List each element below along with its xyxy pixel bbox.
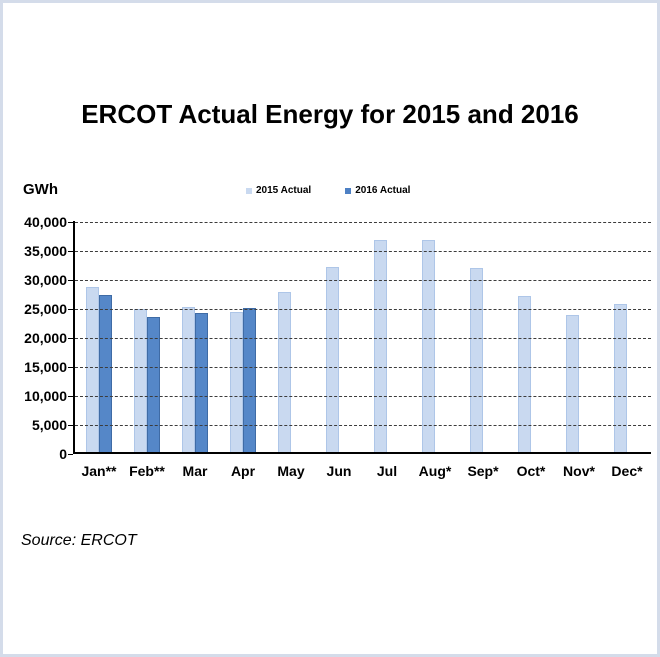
- y-axis-tick: [68, 396, 73, 397]
- bar-2015-may: [278, 292, 291, 452]
- month-group-jul: [363, 222, 411, 452]
- bar-2016-jan: [99, 295, 112, 452]
- y-axis-tick-label: 35,000: [24, 243, 67, 259]
- bar-2015-oct: [518, 296, 531, 452]
- y-axis-tick: [68, 309, 73, 310]
- y-axis-tick-label: 20,000: [24, 330, 67, 346]
- x-axis-label: Aug*: [418, 463, 452, 479]
- legend-item-2016: 2016 Actual: [345, 185, 410, 196]
- y-axis-tick-label: 40,000: [24, 214, 67, 230]
- gridline: [75, 280, 651, 281]
- bar-2015-mar: [182, 307, 195, 452]
- y-axis-tick-label: 15,000: [24, 359, 67, 375]
- chart-title: ERCOT Actual Energy for 2015 and 2016: [81, 99, 579, 129]
- y-axis-line: [73, 221, 75, 454]
- bar-2015-jan: [86, 287, 99, 452]
- month-group-may: [267, 222, 315, 452]
- y-axis-tick: [68, 280, 73, 281]
- x-axis-label: Oct*: [516, 463, 546, 479]
- legend-label-2015: 2015 Actual: [256, 185, 312, 196]
- y-axis-tick: [68, 338, 73, 339]
- bars-row: [75, 222, 651, 452]
- y-axis-unit-label: GWh: [23, 181, 58, 198]
- bar-2015-aug: [422, 240, 435, 452]
- x-axis-label: Sep*: [467, 463, 499, 479]
- y-axis-tick-label: 10,000: [24, 388, 67, 404]
- bar-2015-jun: [326, 267, 339, 452]
- legend-swatch-2016-icon: [345, 187, 352, 194]
- y-axis-tick: [68, 222, 73, 223]
- y-axis-tick: [68, 251, 73, 252]
- month-group-feb: [123, 222, 171, 452]
- gridline: [75, 309, 651, 310]
- x-axis-label: Mar: [182, 463, 208, 479]
- gridline: [75, 338, 651, 339]
- y-axis-tick-label: 5,000: [31, 417, 67, 433]
- x-axis-label: Jan**: [81, 463, 117, 479]
- y-axis-tick: [68, 367, 73, 368]
- month-group-jun: [315, 222, 363, 452]
- y-axis-tick: [68, 425, 73, 426]
- month-group-apr: [219, 222, 267, 452]
- gridline: [75, 222, 651, 223]
- x-axis-label: Apr: [230, 463, 256, 479]
- gridline: [75, 367, 651, 368]
- month-group-mar: [171, 222, 219, 452]
- legend-swatch-2015-icon: [246, 187, 252, 194]
- y-axis-tick-label: 0: [59, 446, 67, 462]
- month-group-sep: [459, 222, 507, 452]
- x-axis-line: [73, 452, 651, 454]
- x-axis-label: Feb**: [129, 463, 165, 479]
- bar-2015-dec: [614, 304, 627, 452]
- bar-2016-apr: [243, 308, 256, 452]
- x-axis-label: Dec*: [611, 463, 643, 479]
- month-group-jan: [75, 222, 123, 452]
- legend: 2015 Actual 2016 Actual: [246, 185, 410, 196]
- bar-2016-mar: [195, 313, 208, 452]
- bar-2015-feb: [134, 309, 147, 452]
- bar-2015-sep: [470, 268, 483, 452]
- legend-item-2015: 2015 Actual: [246, 185, 311, 196]
- month-group-oct: [507, 222, 555, 452]
- y-axis-tick-label: 25,000: [24, 301, 67, 317]
- y-axis-tick-label: 30,000: [24, 272, 67, 288]
- gridline: [75, 425, 651, 426]
- x-axis-label: Jun: [326, 463, 352, 479]
- x-axis-label: Nov*: [563, 463, 595, 479]
- source-note: Source: ERCOT: [21, 532, 137, 549]
- x-axis-label: Jul: [376, 463, 398, 479]
- plot-area: [68, 221, 651, 455]
- legend-label-2016: 2016 Actual: [355, 185, 411, 196]
- x-axis-label: May: [277, 463, 305, 479]
- x-axis-labels: Jan** Feb** Mar Apr May Jun Jul Aug* Sep* Oct* Nov…: [75, 463, 651, 479]
- bar-2015-apr: [230, 312, 243, 452]
- gridline: [75, 396, 651, 397]
- gridline: [75, 251, 651, 252]
- bar-2015-jul: [374, 240, 387, 452]
- bar-2016-feb: [147, 317, 160, 452]
- y-axis-tick: [68, 454, 73, 455]
- month-group-nov: [555, 222, 603, 452]
- month-group-dec: [603, 222, 651, 452]
- month-group-aug: [411, 222, 459, 452]
- bar-2015-nov: [566, 315, 579, 452]
